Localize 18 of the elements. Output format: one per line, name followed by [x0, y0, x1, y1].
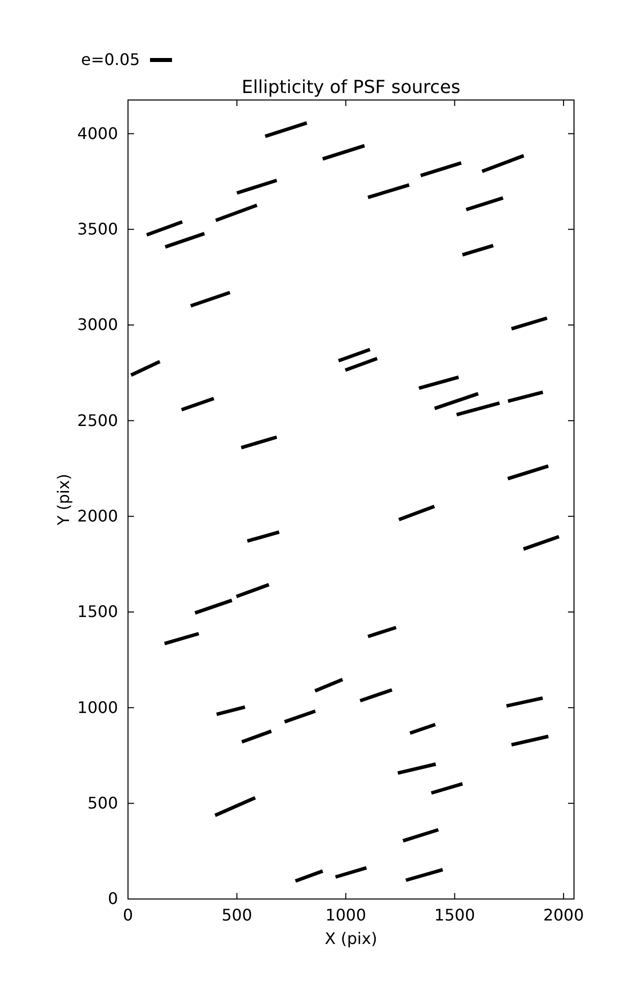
- x-tick-label: 500: [222, 905, 252, 924]
- text: e=0.05: [81, 50, 140, 69]
- x-tick-label: 0: [122, 905, 134, 924]
- chart-title: Ellipticity of PSF sources: [242, 77, 460, 98]
- x-axis-title: X (pix): [324, 929, 378, 948]
- y-axis-title: Y (pix): [54, 474, 73, 526]
- y-tick-label: 1000: [77, 698, 118, 717]
- x-tick-label: 2000: [543, 905, 584, 924]
- y-tick-label: 3500: [77, 219, 118, 238]
- y-tick-label: 2500: [77, 410, 118, 430]
- x-tick-label: 1500: [434, 905, 476, 924]
- y-tick-label: 500: [87, 793, 118, 812]
- y-tick-label: 4000: [77, 124, 118, 143]
- y-tick-label: 3000: [77, 315, 118, 334]
- x-tick-label: 1000: [325, 905, 366, 924]
- y-tick-label: 0: [108, 889, 118, 908]
- y-tick-label: 1500: [77, 602, 118, 622]
- y-tick-label: 2000: [77, 506, 118, 526]
